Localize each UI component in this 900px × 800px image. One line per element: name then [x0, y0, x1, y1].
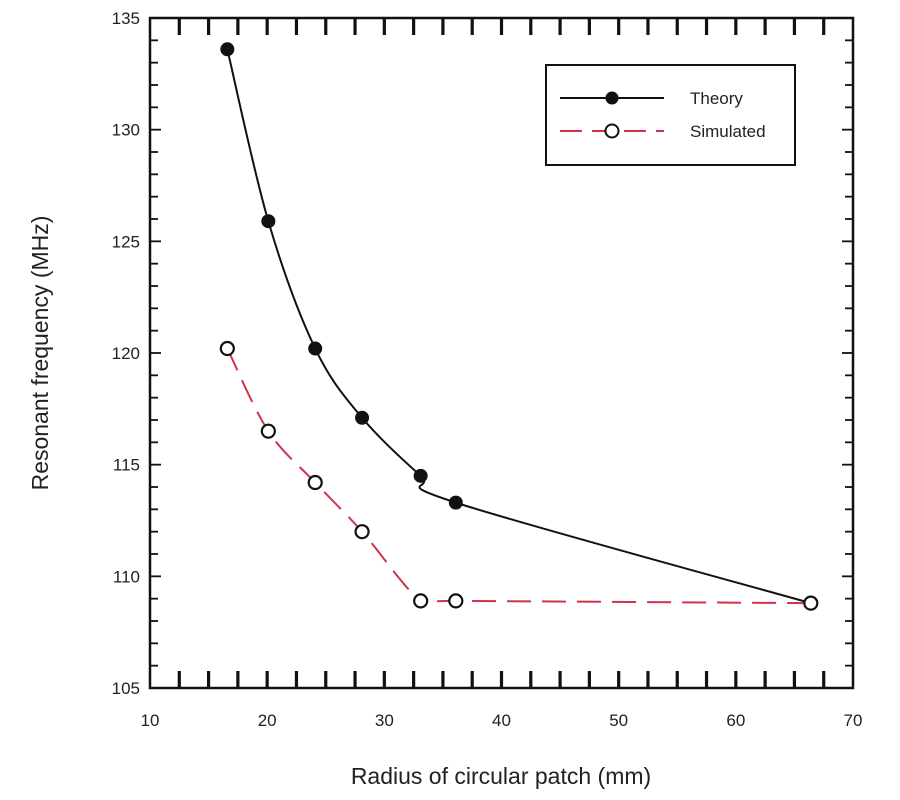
- theory-data-point: [220, 42, 235, 57]
- legend: Theory Simulated: [545, 64, 796, 166]
- theory-data-point: [355, 410, 370, 425]
- theory-data-point: [413, 468, 428, 483]
- theory-data-point: [448, 495, 463, 510]
- x-tick-label: 70: [844, 711, 863, 730]
- theory-data-point: [261, 214, 276, 229]
- axis-ticks: [150, 18, 853, 688]
- theory-data-point: [308, 341, 323, 356]
- legend-box: [545, 64, 796, 166]
- legend-theory-marker: [605, 91, 619, 105]
- legend-theory-label: Theory: [690, 89, 743, 108]
- y-axis-title: Resonant frequency (MHz): [27, 216, 53, 491]
- x-tick-label: 20: [258, 711, 277, 730]
- y-tick-label: 105: [112, 679, 140, 698]
- y-tick-label: 120: [112, 344, 140, 363]
- legend-simulated-marker: [604, 123, 620, 139]
- simulated-data-point: [219, 340, 235, 357]
- y-tick-labels: 105 110 115 120 125 130 135: [112, 9, 140, 698]
- simulated-series-line: [226, 348, 811, 607]
- legend-simulated-label: Simulated: [690, 122, 766, 141]
- x-tick-label: 50: [609, 711, 628, 730]
- x-tick-label: 30: [375, 711, 394, 730]
- x-tick-label: 60: [726, 711, 745, 730]
- y-tick-label: 115: [113, 456, 140, 475]
- y-tick-label: 135: [112, 9, 140, 28]
- x-axis-title: Radius of circular patch (mm): [351, 763, 651, 789]
- y-tick-label: 130: [112, 121, 140, 140]
- series-layer: [219, 42, 819, 611]
- x-tick-label: 10: [141, 711, 160, 730]
- y-tick-label: 110: [113, 567, 140, 586]
- simulated-data-point: [413, 593, 429, 609]
- x-tick-label: 40: [492, 711, 511, 730]
- simulated-data-point: [307, 474, 323, 491]
- simulated-data-point: [448, 593, 464, 609]
- simulated-data-point: [354, 524, 370, 540]
- y-tick-label: 125: [112, 232, 140, 251]
- x-tick-labels: 10 20 30 40 50 60 70: [141, 711, 863, 730]
- simulated-data-point: [803, 595, 819, 611]
- simulated-data-point: [260, 423, 276, 439]
